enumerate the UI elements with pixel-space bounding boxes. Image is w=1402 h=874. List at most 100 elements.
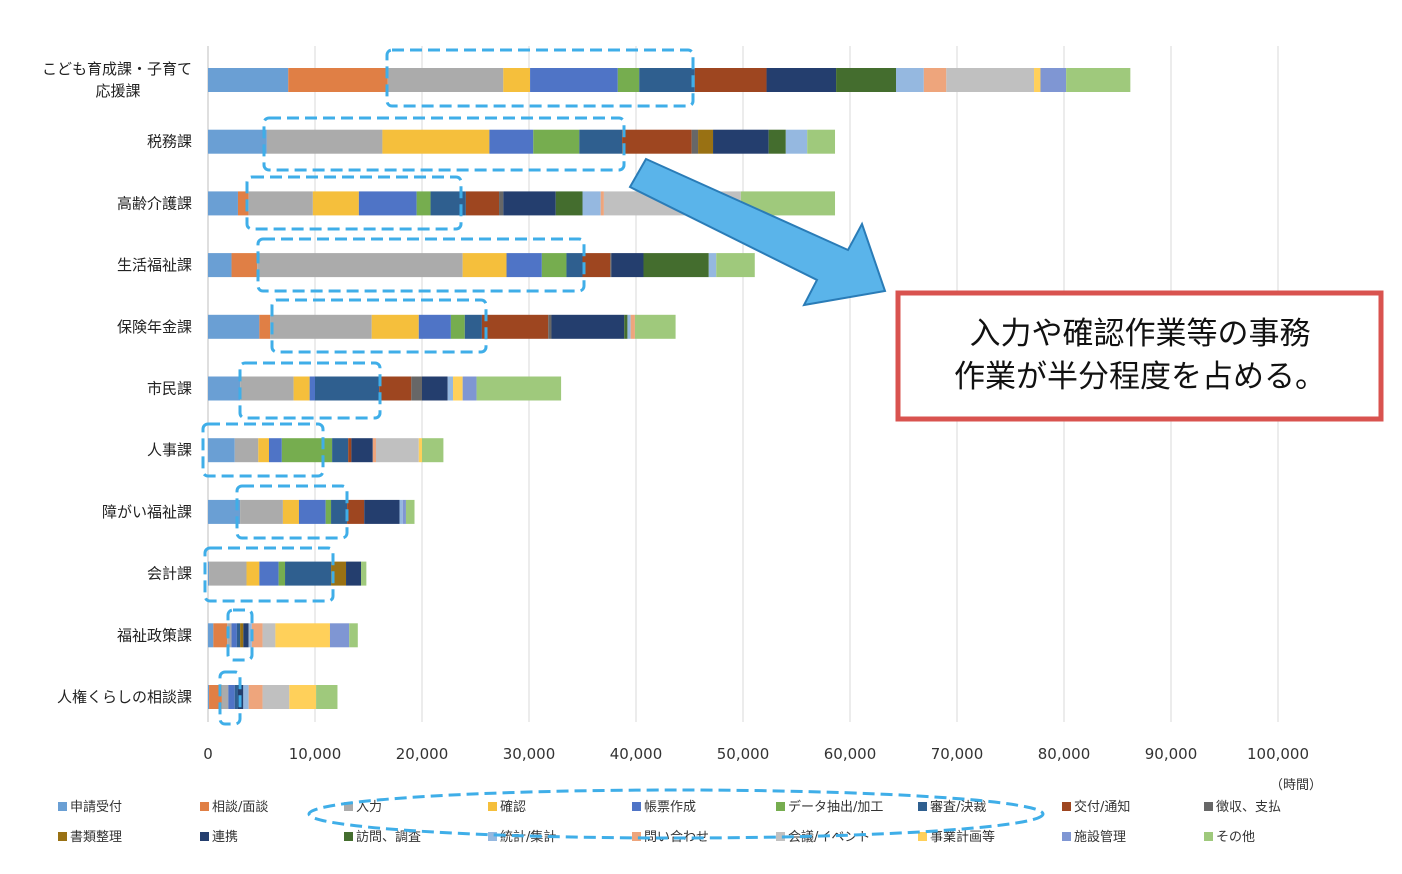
bar-segment [285, 561, 332, 586]
bar-segment [698, 129, 714, 154]
x-unit-label: （時間） [1270, 778, 1322, 793]
bar-segment [627, 314, 631, 339]
bar-segment [639, 68, 695, 92]
legend-label: データ抽出/加工 [788, 799, 883, 815]
legend-label: 会議/イベント [788, 830, 870, 845]
legend-item: その他 [1204, 830, 1255, 845]
legend-item: 訪問、調査 [344, 829, 421, 845]
x-tick-labels: 0 10,000 20,000 30,000 40,000 50,000 60,000 70,… [203, 745, 1309, 763]
category-label: 高齢介護課 [117, 194, 192, 212]
bar-segment [246, 561, 260, 586]
legend-item: 交付/通知 [1062, 799, 1130, 815]
legend-item: 入力 [344, 800, 382, 815]
bar-segment [611, 253, 644, 278]
legend-swatch [1062, 832, 1071, 841]
bar-segment [506, 253, 542, 278]
category-label: 会計課 [147, 565, 192, 583]
bar-segment [346, 561, 362, 586]
bar-segment [259, 561, 279, 586]
legend-label: 連携 [212, 829, 238, 845]
bar-segment [358, 191, 417, 216]
bar-segment [262, 623, 276, 648]
bar-segment [237, 191, 249, 216]
bar-segment [331, 561, 347, 586]
legend-label: 帳票作成 [644, 800, 696, 815]
bar-segment [382, 129, 490, 154]
bar-segment [208, 623, 214, 648]
legend-swatch [200, 832, 209, 841]
bar-segment [422, 376, 448, 401]
legend: 申請受付 相談/面談 入力 確認 帳票作成 データ抽出/加工 審査/決裁 交付/通知 徴収、支払… [58, 799, 1281, 845]
bar-segment [278, 561, 286, 586]
bar-segment [372, 438, 376, 463]
x-tick-label: 80,000 [1038, 745, 1091, 763]
legend-item: 連携 [200, 829, 238, 845]
bar-segment [213, 623, 228, 648]
legend-swatch [632, 832, 641, 841]
x-tick-label: 0 [203, 745, 213, 763]
legend-swatch [1204, 802, 1213, 811]
bar-segment [402, 499, 406, 524]
legend-swatch [776, 802, 785, 811]
legend-item: 統計/集計 [488, 829, 556, 845]
bar-segment [234, 685, 238, 709]
bar-segment [208, 499, 241, 524]
category-label-line: 税務課 [147, 133, 192, 151]
x-tick-label: 50,000 [717, 745, 770, 763]
bar-segment [209, 561, 247, 586]
bar-segment [634, 314, 676, 339]
bar-segment [579, 129, 623, 154]
x-tick-label: 40,000 [610, 745, 663, 763]
bar-segment [248, 623, 252, 648]
bar-segment [503, 68, 531, 92]
bar-segment [258, 438, 269, 463]
bar-segment [234, 438, 259, 463]
bar-segment [416, 191, 431, 216]
bar-segment [462, 376, 477, 401]
bar-segment [371, 314, 419, 339]
legend-label: 訪問、調査 [356, 829, 421, 845]
bar-segment [208, 314, 260, 339]
bar-segment [499, 191, 504, 216]
bar-segment [768, 129, 786, 154]
legend-item: 確認 [488, 799, 526, 815]
bar-segment [566, 253, 583, 278]
bar-segment [379, 376, 412, 401]
bar-segment [422, 438, 444, 463]
legend-highlight-ellipse [307, 788, 1045, 840]
bar-segment [582, 191, 601, 216]
bar-segment [268, 438, 282, 463]
legend-swatch [1062, 802, 1071, 811]
highlight-box [201, 422, 325, 478]
legend-item: 会議/イベント [776, 830, 870, 845]
bar-segment [405, 499, 415, 524]
legend-item: 施設管理 [1062, 829, 1126, 845]
bar-segment [240, 499, 283, 524]
legend-label: 審査/決裁 [930, 799, 986, 815]
category-label-line: 会計課 [147, 565, 192, 583]
bar-segment [600, 191, 604, 216]
highlight-box [235, 484, 349, 540]
highlight-box [245, 175, 463, 231]
highlight-box [203, 546, 335, 603]
bar-segment [281, 438, 333, 463]
bar-segment [315, 376, 380, 401]
bar-segment [231, 623, 237, 648]
highlight-box [385, 48, 695, 108]
bar-segment [713, 129, 769, 154]
bar-segment [464, 314, 482, 339]
bar-segment [312, 191, 359, 216]
legend-label: 交付/通知 [1074, 799, 1130, 815]
legend-label: 施設管理 [1074, 829, 1126, 845]
bar-segment [1066, 68, 1131, 92]
bar-segment [349, 623, 358, 648]
category-label-line: 障がい福祉課 [102, 503, 192, 521]
bar-segment [259, 314, 271, 339]
bar-segment [541, 253, 567, 278]
bar-segment [361, 561, 367, 586]
legend-swatch [344, 832, 353, 841]
bar-segment [548, 314, 552, 339]
bar-segment [208, 376, 241, 401]
legend-swatch [488, 832, 497, 841]
bar-segment [375, 438, 419, 463]
